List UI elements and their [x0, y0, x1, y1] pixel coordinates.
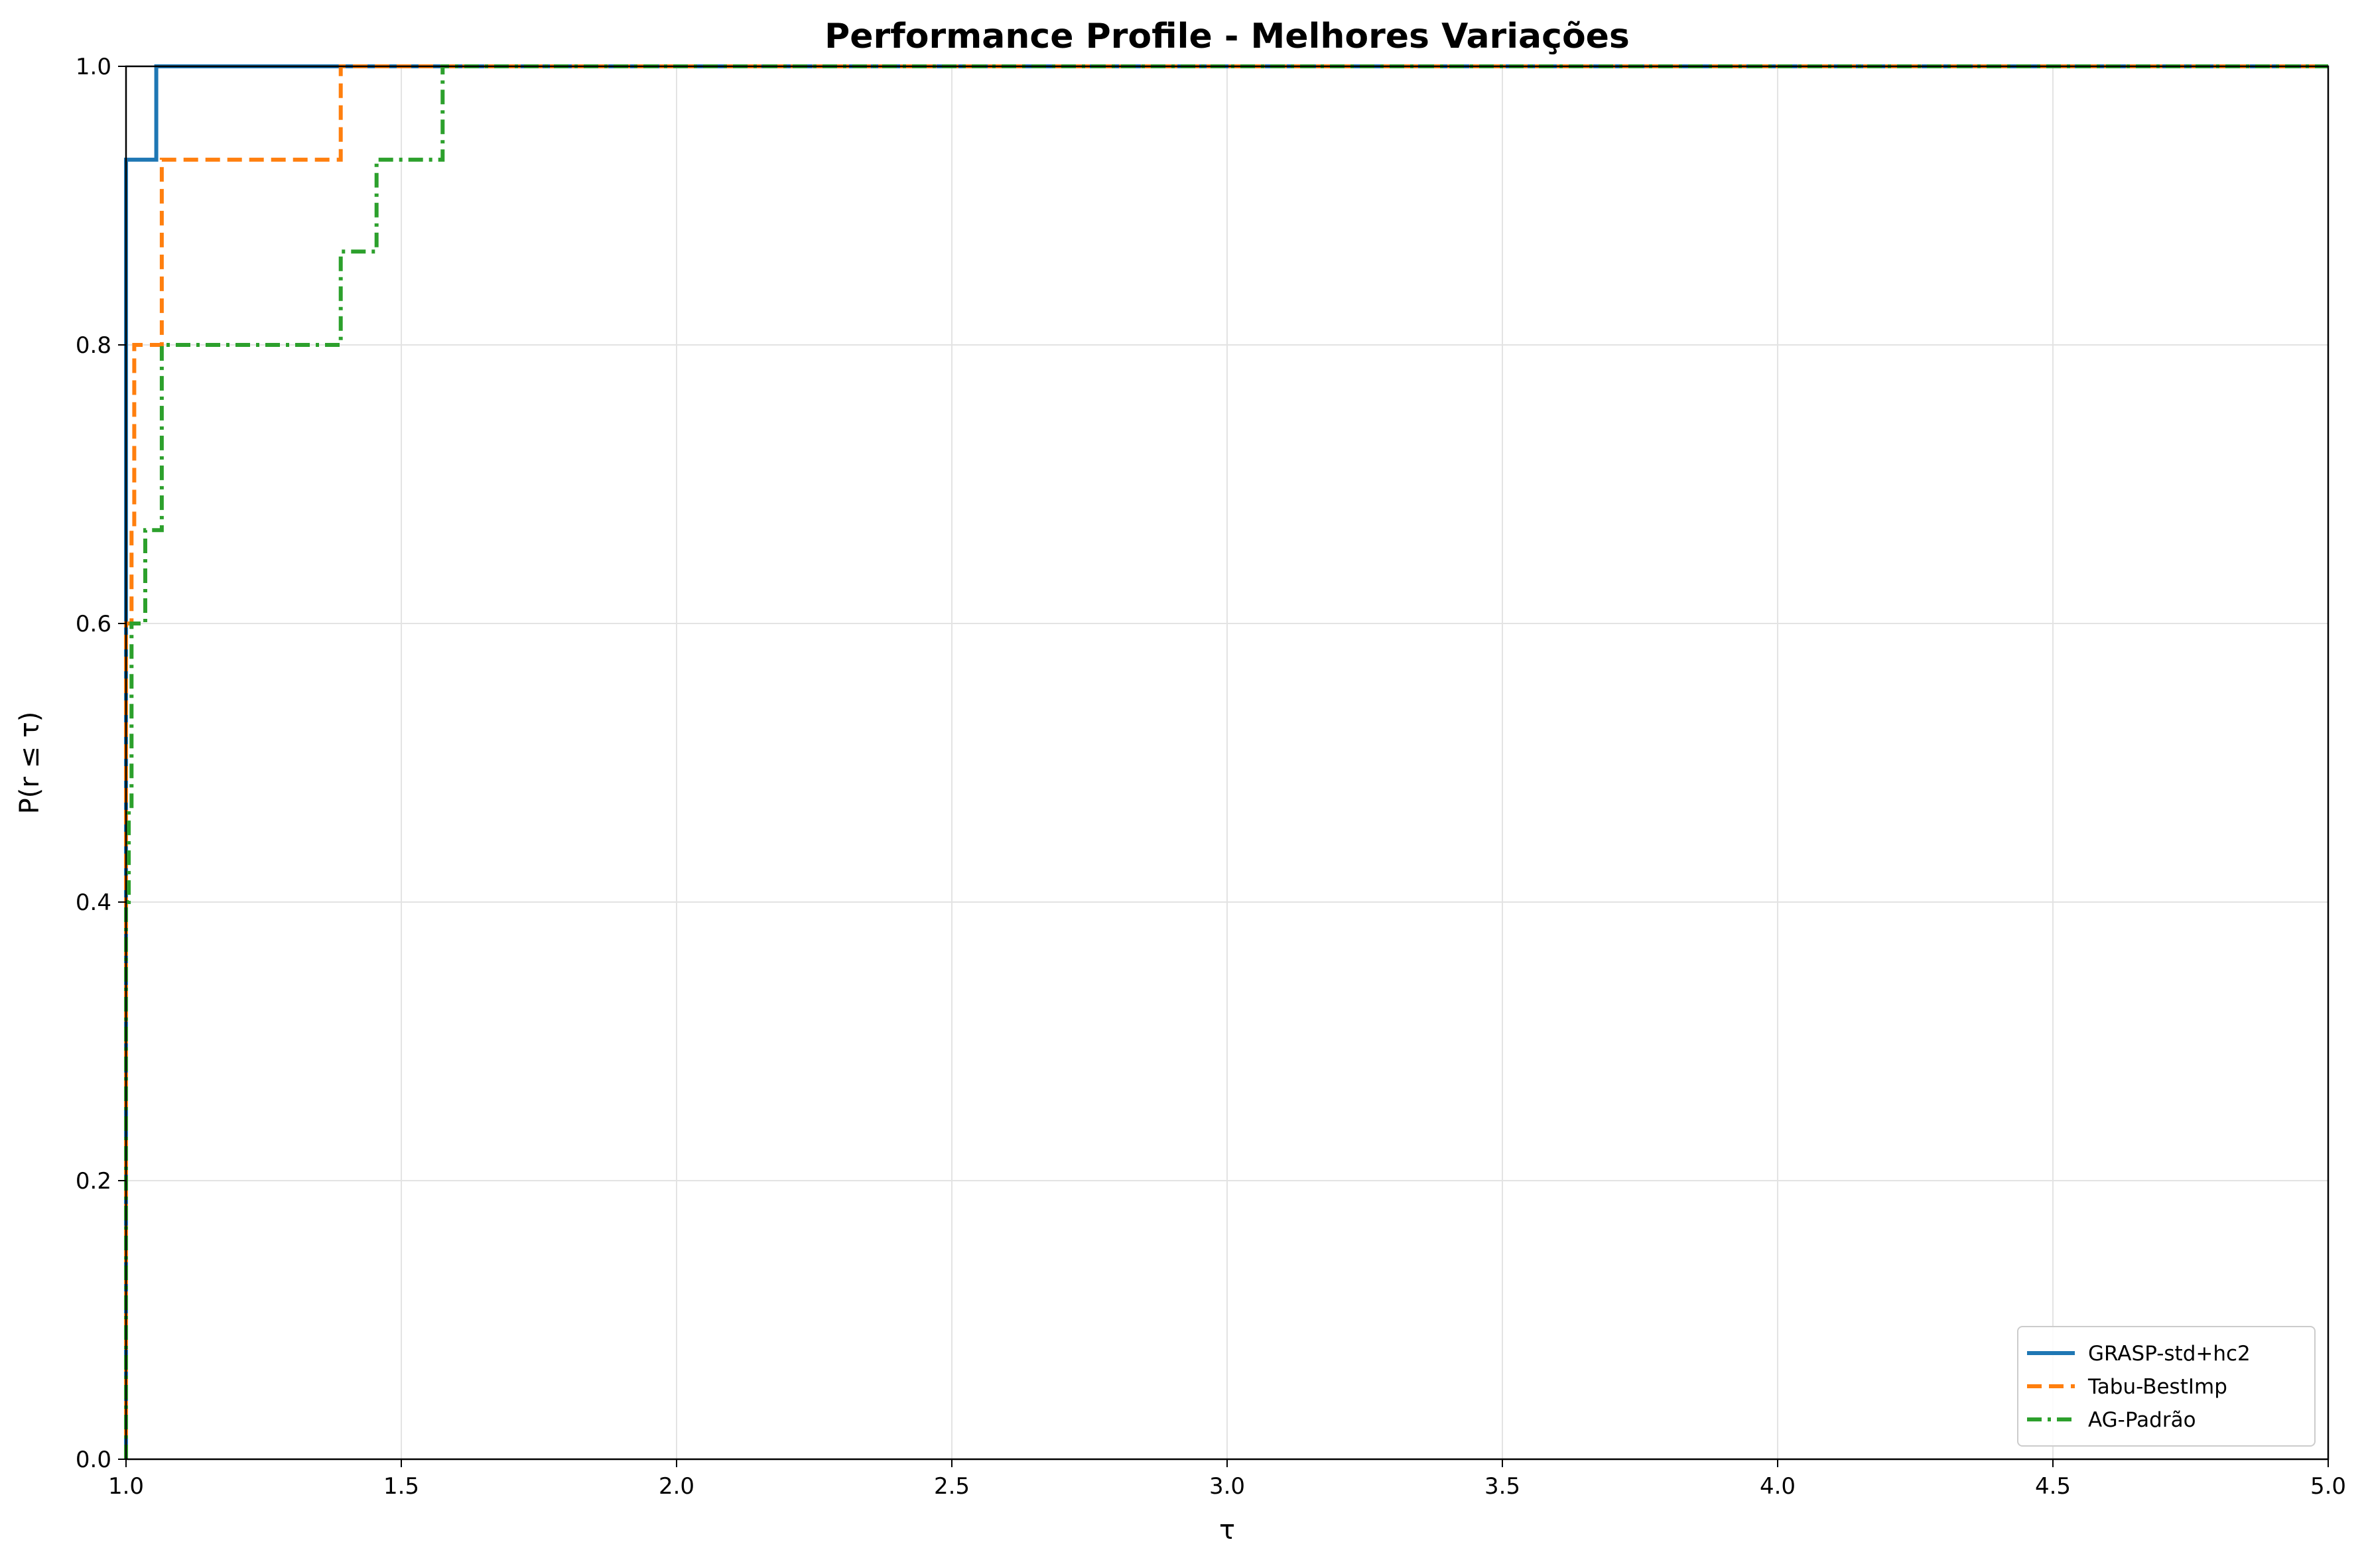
- y-axis-label: P(r ≤ τ): [15, 712, 45, 815]
- legend-label-3: AG-Padrão: [2088, 1408, 2196, 1432]
- legend: GRASP-std+hc2 Tabu-BestImp AG-Padrão: [2017, 1326, 2316, 1447]
- x-tick-label: 1.5: [383, 1473, 419, 1500]
- chart-title: Performance Profile - Melhores Variações: [824, 17, 1630, 56]
- y-tick-label: 0.4: [76, 889, 111, 916]
- x-tick-label: 4.0: [1760, 1473, 1796, 1500]
- x-tick-label: 4.5: [2035, 1473, 2071, 1500]
- grid-lines: [125, 66, 2329, 1460]
- x-tick-label: 3.5: [1484, 1473, 1520, 1500]
- axis-ticks: 1.0 1.5 2.0 2.5 3.0 3.5 4.0 4.5 5.0 0.0 0.2 0.4 0.6 0…: [76, 54, 2346, 1500]
- x-tick-label: 1.0: [108, 1473, 144, 1500]
- legend-label-2: Tabu-BestImp: [2087, 1375, 2227, 1399]
- y-tick-label: 0.2: [76, 1168, 111, 1195]
- legend-box: [2017, 1326, 2316, 1447]
- legend-label-1: GRASP-std+hc2: [2088, 1342, 2251, 1366]
- y-tick-label: 0.0: [76, 1447, 111, 1473]
- x-axis-label: τ: [1219, 1515, 1235, 1545]
- series-line-3: [124, 64, 2328, 1459]
- x-tick-label: 5.0: [2310, 1473, 2346, 1500]
- y-tick-label: 0.8: [76, 332, 111, 359]
- y-tick-label: 0.6: [76, 611, 111, 637]
- x-tick-label: 2.5: [934, 1473, 970, 1500]
- x-tick-label: 2.0: [659, 1473, 694, 1500]
- x-tick-label: 3.0: [1209, 1473, 1245, 1500]
- y-tick-label: 1.0: [76, 54, 111, 80]
